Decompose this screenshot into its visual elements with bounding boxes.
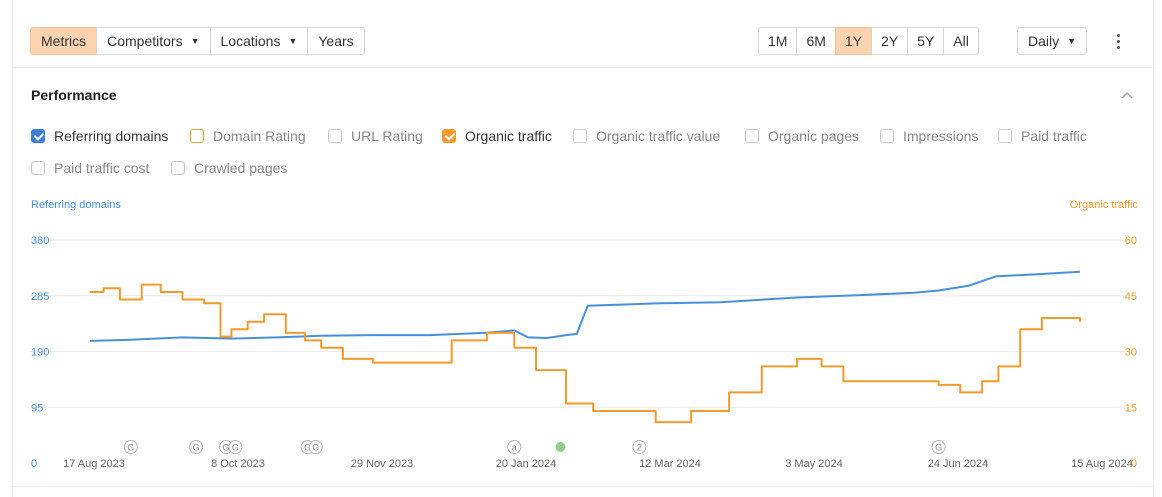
metric-url-rating[interactable]: URL Rating [328, 128, 423, 144]
competitors-dropdown[interactable]: Competitors ▼ [96, 27, 211, 55]
section-divider [12, 67, 1154, 68]
checkbox-icon [745, 129, 759, 143]
performance-panel [12, 0, 1154, 497]
date-range-selector: 1M 6M 1Y 2Y 5Y All [758, 27, 979, 55]
checkbox-icon [190, 129, 204, 143]
interval-dropdown[interactable]: Daily ▼ [1017, 27, 1088, 55]
caret-down-icon: ▼ [190, 36, 200, 46]
left-axis-title: Referring domains [31, 199, 121, 211]
metric-paid-traffic[interactable]: Paid traffic [998, 128, 1087, 144]
metric-referring-domains[interactable]: Referring domains [31, 128, 168, 144]
metric-impressions[interactable]: Impressions [880, 128, 978, 144]
kebab-icon[interactable] [1112, 30, 1124, 52]
checkbox-icon [328, 129, 342, 143]
checkbox-icon [573, 129, 587, 143]
metric-domain-rating[interactable]: Domain Rating [190, 128, 306, 144]
metric-crawled-pages[interactable]: Crawled pages [171, 160, 287, 176]
metric-organic-traffic-value[interactable]: Organic traffic value [573, 128, 720, 144]
checkbox-icon [31, 129, 45, 143]
checkbox-icon [31, 161, 45, 175]
metric-paid-traffic-cost[interactable]: Paid traffic cost [31, 160, 149, 176]
years-tab[interactable]: Years [307, 27, 365, 55]
checkbox-icon [998, 129, 1012, 143]
caret-down-icon: ▼ [1067, 36, 1077, 46]
range-6m-button[interactable]: 6M [796, 27, 836, 55]
metric-organic-traffic[interactable]: Organic traffic [442, 128, 552, 144]
checkbox-icon [880, 129, 894, 143]
chevron-up-icon[interactable] [1120, 88, 1134, 102]
range-5y-button[interactable]: 5Y [907, 27, 945, 55]
right-axis-title: Organic traffic [1069, 199, 1138, 211]
caret-down-icon: ▼ [288, 36, 298, 46]
bottom-divider [12, 486, 1154, 487]
checkbox-icon [442, 129, 456, 143]
toolbar-tabs: Metrics Competitors ▼ Locations ▼ Years [30, 27, 365, 55]
range-2y-button[interactable]: 2Y [871, 27, 909, 55]
range-1m-button[interactable]: 1M [758, 27, 798, 55]
range-1y-button[interactable]: 1Y [834, 27, 873, 55]
checkbox-icon [171, 161, 185, 175]
range-all-button[interactable]: All [943, 27, 979, 55]
section-title: Performance [31, 87, 117, 103]
metrics-tab[interactable]: Metrics [30, 27, 98, 55]
metric-organic-pages[interactable]: Organic pages [745, 128, 859, 144]
locations-dropdown[interactable]: Locations ▼ [209, 27, 309, 55]
